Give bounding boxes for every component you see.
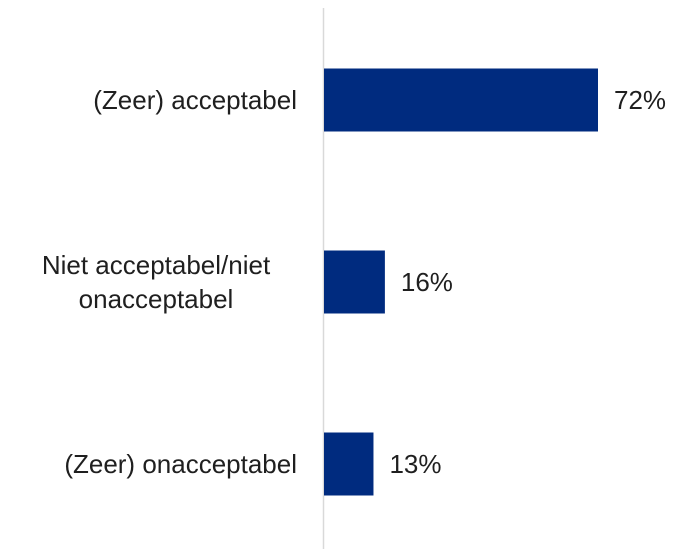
- category-label-line: (Zeer) acceptabel: [93, 85, 297, 115]
- value-label-3: 13%: [389, 449, 441, 479]
- value-label-2: 16%: [401, 267, 453, 297]
- category-label-line: Niet acceptabel/niet: [42, 250, 271, 280]
- category-label-2: Niet acceptabel/niet onacceptabel: [42, 250, 271, 314]
- category-label-line: onacceptabel: [79, 284, 234, 314]
- bar-3: [324, 432, 374, 496]
- bar-1: [324, 68, 598, 132]
- category-label-3: (Zeer) onacceptabel: [64, 449, 297, 479]
- value-label-1: 72%: [614, 85, 666, 115]
- bar-2: [324, 250, 385, 314]
- category-label-line: (Zeer) onacceptabel: [64, 449, 297, 479]
- category-label-1: (Zeer) acceptabel: [93, 85, 297, 115]
